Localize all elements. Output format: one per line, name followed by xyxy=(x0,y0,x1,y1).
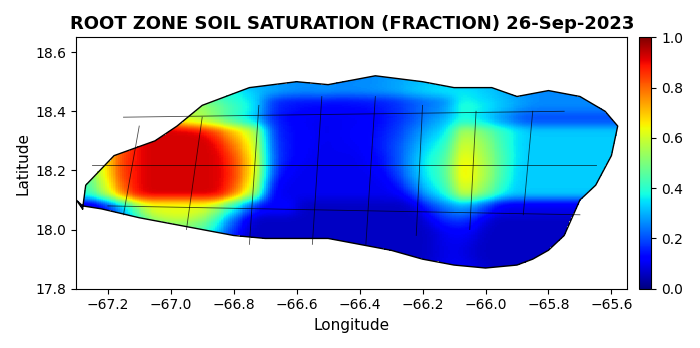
Title: ROOT ZONE SOIL SATURATION (FRACTION) 26-Sep-2023: ROOT ZONE SOIL SATURATION (FRACTION) 26-… xyxy=(69,15,634,33)
Y-axis label: Latitude: Latitude xyxy=(15,132,30,195)
X-axis label: Longitude: Longitude xyxy=(314,318,390,333)
